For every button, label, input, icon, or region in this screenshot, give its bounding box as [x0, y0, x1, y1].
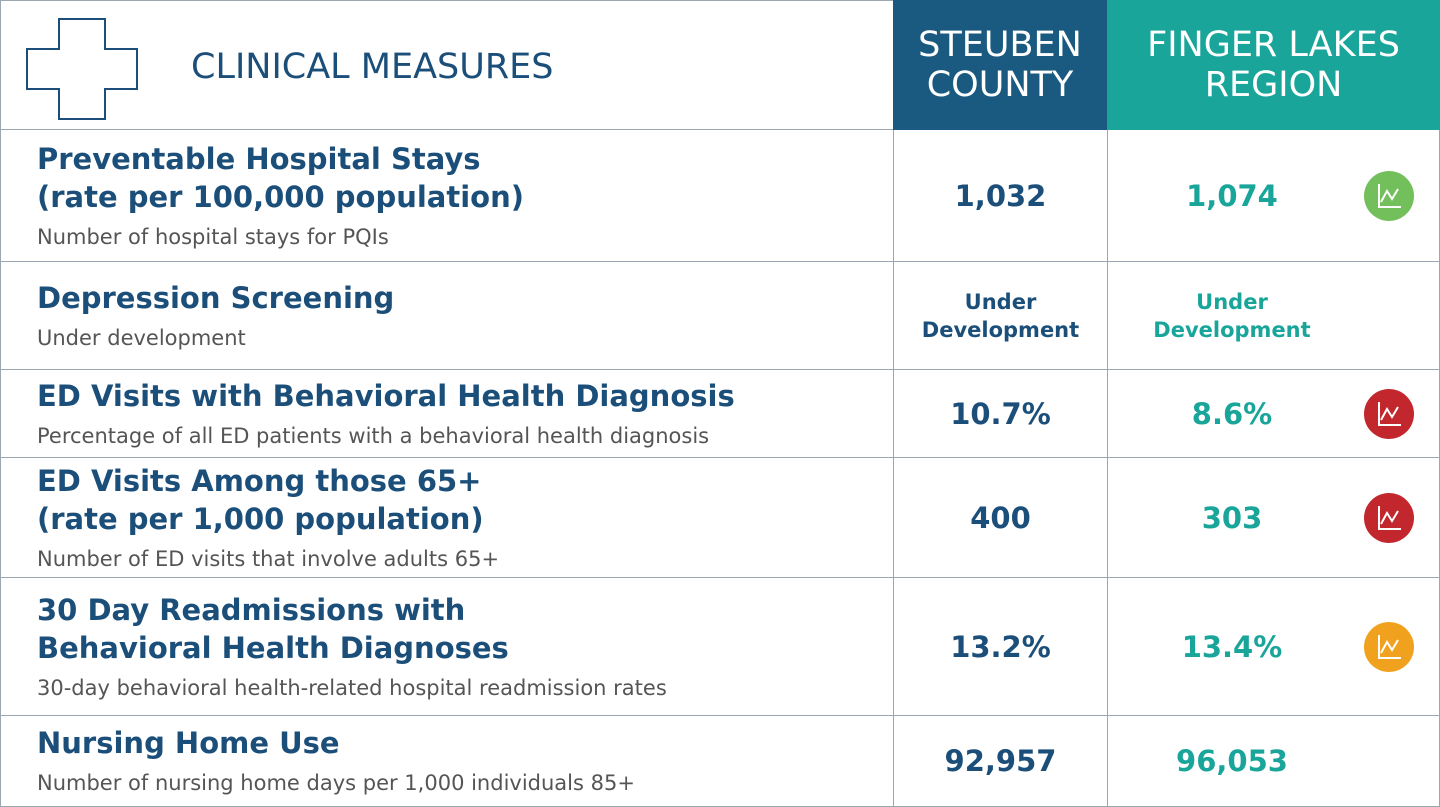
measure-cell: Depression Screening Under development	[0, 262, 893, 370]
value-cell: 1,032	[893, 130, 1107, 262]
measure-description: 30-day behavioral health-related hospita…	[37, 675, 667, 700]
value-cell: 96,053	[1107, 716, 1440, 807]
value-cell: Under Development	[893, 262, 1107, 370]
value-cell: 1,074	[1107, 130, 1440, 262]
measure-title: ED Visits Among those 65+	[37, 463, 482, 498]
measure-description: Percentage of all ED patients with a beh…	[37, 423, 710, 448]
trend-icon	[1364, 493, 1414, 543]
trend-icon	[1364, 622, 1414, 672]
column-header-line: COUNTY	[926, 65, 1074, 105]
trend-icon	[1364, 389, 1414, 439]
measure-title: Preventable Hospital Stays	[37, 141, 481, 176]
measure-cell: Nursing Home Use Number of nursing home d…	[0, 716, 893, 807]
value-cell: 13.2%	[893, 578, 1107, 716]
value-cell: 92,957	[893, 716, 1107, 807]
value: 13.4%	[1181, 629, 1283, 664]
value: Under Development	[921, 289, 1080, 342]
measure-description: Under development	[37, 325, 246, 350]
column-header: STEUBEN COUNTY	[893, 0, 1107, 130]
value: 13.2%	[950, 629, 1051, 664]
measure-cell: ED Visits with Behavioral Health Diagnos…	[0, 370, 893, 458]
measure-title: Depression Screening	[37, 280, 395, 315]
measure-description: Number of ED visits that involve adults …	[37, 546, 500, 571]
value: 303	[1201, 500, 1263, 535]
column-header-line: REGION	[1204, 65, 1343, 105]
measure-cell: 30 Day Readmissions with Behavioral Healt…	[0, 578, 893, 716]
measure-cell: ED Visits Among those 65+ (rate per 1,000…	[0, 458, 893, 578]
measure-title: Nursing Home Use	[37, 726, 340, 760]
value-cell: 10.7%	[893, 370, 1107, 458]
value-cell: Under Development	[1107, 262, 1440, 370]
measure-title: ED Visits with Behavioral Health Diagnos…	[37, 378, 735, 413]
column-header-line: STEUBEN	[918, 25, 1082, 65]
value-cell: 13.4%	[1107, 578, 1440, 716]
value: 10.7%	[950, 396, 1051, 431]
measure-title: (rate per 100,000 population)	[37, 179, 524, 214]
value: 1,074	[1186, 178, 1278, 213]
measure-title: (rate per 1,000 population)	[37, 501, 484, 536]
header-title: CLINICAL MEASURES	[191, 47, 554, 87]
measure-title: 30 Day Readmissions with	[37, 592, 466, 627]
column-header: FINGER LAKES REGION	[1107, 0, 1440, 130]
value-cell: 400	[893, 458, 1107, 578]
value-cell: 8.6%	[1107, 370, 1440, 458]
measure-title: Behavioral Health Diagnoses	[37, 630, 509, 665]
column-header-line: FINGER LAKES	[1147, 25, 1400, 65]
value: 8.6%	[1191, 396, 1273, 431]
measure-description: Number of nursing home days per 1,000 in…	[37, 771, 635, 795]
value-cell: 303	[1107, 458, 1440, 578]
measure-description: Number of hospital stays for PQIs	[37, 224, 389, 249]
cross-icon	[26, 18, 138, 120]
measure-cell: Preventable Hospital Stays (rate per 100,…	[0, 130, 893, 262]
value: 96,053	[1176, 744, 1288, 778]
trend-icon	[1364, 171, 1414, 221]
value: 92,957	[944, 744, 1057, 778]
value: Under Development	[1153, 289, 1311, 342]
value: 400	[970, 500, 1031, 535]
header-title-cell: CLINICAL MEASURES	[0, 0, 893, 130]
value: 1,032	[954, 178, 1047, 213]
